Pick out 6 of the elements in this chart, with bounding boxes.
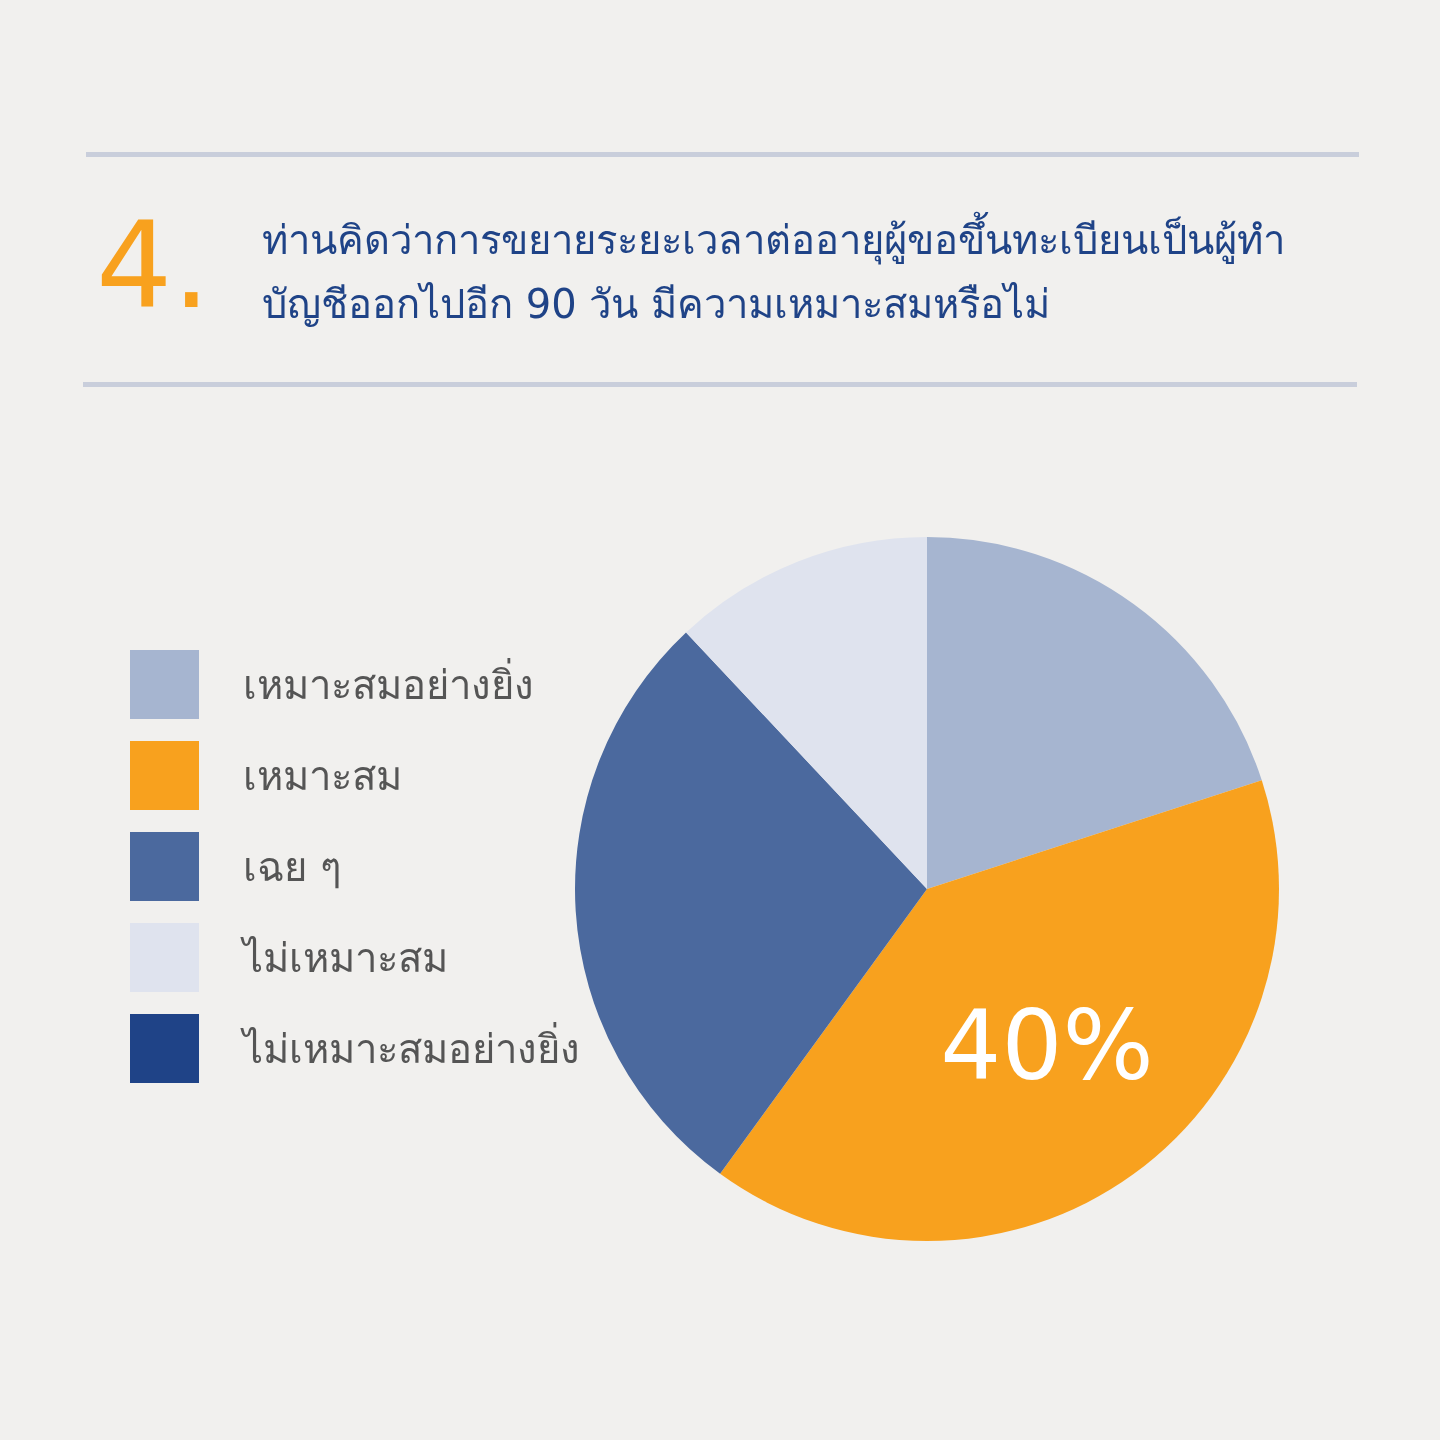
legend-label: เฉย ๆ: [243, 842, 341, 892]
legend-label: เหมาะสมอย่างยิ่ง: [243, 657, 534, 710]
text: 4.: [96, 196, 211, 336]
legend-label: เหมาะสม: [243, 751, 402, 801]
data-label: 40%: [940, 990, 1154, 1103]
chart-title: ท่านคิดว่าการขยายระยะเวลาต่ออายุผู้ขอขึ้นทะเบียนเป็นผู้ทำบัญชีออกไปอีก 90 วัน มีความเหมาะสมหรือไม่: [262, 210, 1286, 329]
